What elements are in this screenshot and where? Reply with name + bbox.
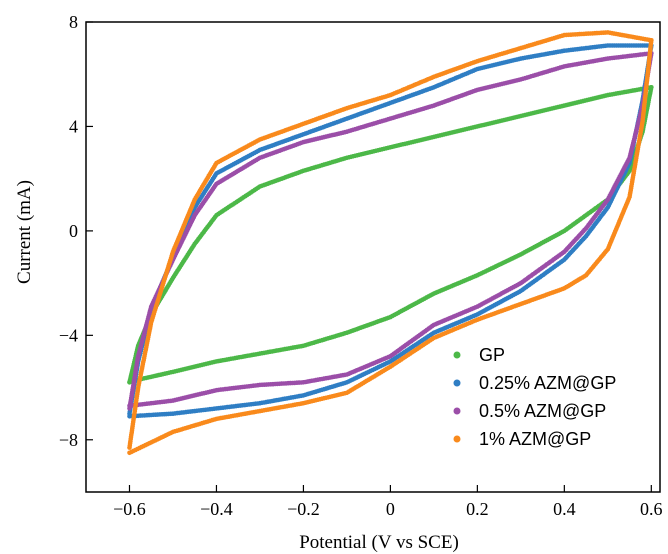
series-gp bbox=[127, 85, 654, 385]
x-tick-label: 0.4 bbox=[553, 499, 576, 519]
legend-label: 0.5% AZM@GP bbox=[479, 401, 606, 421]
y-tick-label: 8 bbox=[69, 12, 78, 32]
legend-marker bbox=[453, 407, 461, 415]
x-tick-label: −0.4 bbox=[200, 499, 233, 519]
legend-marker bbox=[453, 379, 461, 387]
data-point bbox=[127, 450, 132, 456]
data-point bbox=[127, 414, 132, 419]
legend-marker bbox=[453, 435, 461, 443]
y-tick-label: 4 bbox=[69, 116, 78, 136]
legend-label: 0.25% AZM@GP bbox=[479, 373, 616, 393]
plot-frame bbox=[85, 21, 661, 493]
x-tick-label: 0.6 bbox=[640, 499, 663, 519]
plot-marks bbox=[127, 30, 654, 456]
series-0-5-azm-gp bbox=[127, 51, 654, 411]
data-point bbox=[127, 380, 132, 385]
x-tick-label: −0.6 bbox=[113, 499, 146, 519]
legend: GP 0.25% AZM@GP 0.5% AZM@GP 1% AZM@GP bbox=[453, 345, 616, 449]
x-tick-label: 0 bbox=[386, 499, 395, 519]
x-axis-title: Potential (V vs SCE) bbox=[299, 532, 459, 553]
data-point bbox=[127, 403, 132, 409]
legend-label: 1% AZM@GP bbox=[479, 429, 591, 449]
y-axis: −8 −4 0 4 8 bbox=[59, 12, 93, 450]
legend-marker bbox=[453, 351, 461, 359]
x-axis: −0.6 −0.4 −0.2 0 0.2 0.4 0.6 bbox=[113, 485, 663, 519]
legend-label: GP bbox=[479, 345, 505, 365]
x-tick-label: 0.2 bbox=[466, 499, 489, 519]
x-tick-label: −0.2 bbox=[287, 499, 320, 519]
series-1-azm-gp bbox=[127, 30, 654, 456]
y-tick-label: 0 bbox=[69, 221, 78, 241]
y-axis-title: Current (mA) bbox=[14, 180, 35, 284]
y-tick-label: −4 bbox=[59, 325, 78, 345]
y-tick-label: −8 bbox=[59, 430, 78, 450]
